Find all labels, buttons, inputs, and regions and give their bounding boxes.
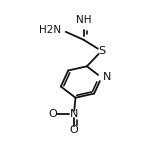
Text: O: O [70, 125, 78, 135]
Text: N: N [70, 109, 78, 119]
Text: NH: NH [76, 15, 91, 25]
Text: O: O [48, 109, 57, 119]
Text: N: N [103, 72, 112, 82]
Text: S: S [98, 46, 105, 56]
Text: H2N: H2N [39, 25, 61, 35]
